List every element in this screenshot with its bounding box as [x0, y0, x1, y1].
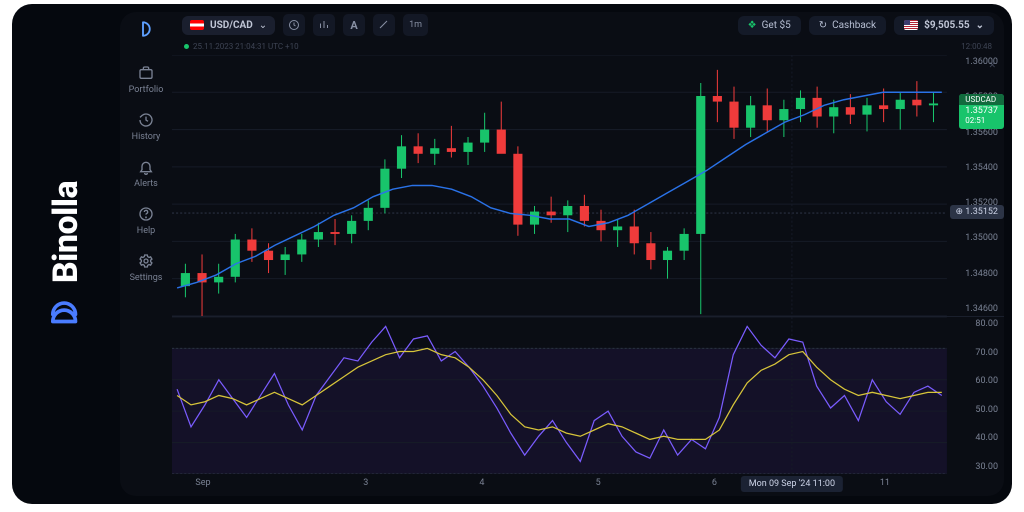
- sidebar-item-help[interactable]: Help: [129, 205, 164, 236]
- sidebar-item-history[interactable]: History: [129, 111, 164, 142]
- time-axis: Mon 09 Sep '24 11:00 − + ◷ Sep345611: [172, 474, 1004, 496]
- sidebar-item-alerts[interactable]: Alerts: [129, 158, 164, 189]
- interval-selector[interactable]: 1m: [403, 14, 428, 36]
- app-anchor-icon[interactable]: [135, 18, 157, 40]
- cashback-button[interactable]: ↻Cashback: [809, 16, 886, 35]
- portfolio-icon: [137, 64, 155, 82]
- brand-name: Binolla: [46, 181, 86, 283]
- alerts-icon: [137, 158, 155, 176]
- status-dot-icon: [184, 44, 189, 49]
- info-strip: 25.11.2023 21:04:31 UTC +10 12:00:48: [172, 38, 1004, 55]
- help-icon: [137, 205, 155, 223]
- balance-display[interactable]: $9,505.55⌄: [894, 16, 994, 35]
- cashback-icon: ↻: [819, 20, 827, 31]
- crosshair-price-tag: ⊕ 1.35152: [950, 205, 1005, 219]
- sidebar-item-portfolio[interactable]: Portfolio: [129, 64, 164, 95]
- time-tooltip: Mon 09 Sep '24 11:00: [741, 476, 843, 492]
- osc-yaxis: 80.0070.0060.0050.0040.0030.00: [948, 317, 1004, 474]
- clock-icon[interactable]: [283, 14, 305, 36]
- pair-label: USD/CAD: [210, 20, 253, 31]
- sidebar-item-settings[interactable]: Settings: [129, 252, 164, 283]
- indicators-icon[interactable]: [313, 14, 335, 36]
- sidebar: Portfolio History Alerts Help Settings: [120, 12, 172, 496]
- oscillator-chart[interactable]: 80.0070.0060.0050.0040.0030.00: [172, 316, 1004, 474]
- gift-icon: ❖: [748, 20, 757, 31]
- price-chart[interactable]: 1.360001.358001.356001.354001.352001.350…: [172, 55, 1004, 316]
- brand-logo-icon: [47, 293, 85, 327]
- topbar: USD/CAD ⌄ A 1m ❖Get $5 ↻Cashback $9,505.…: [172, 12, 1004, 38]
- brand-strip: Binolla: [12, 4, 120, 504]
- settings-icon: [137, 252, 155, 270]
- us-flag-icon: [904, 20, 918, 30]
- draw-tool-icon[interactable]: [373, 14, 395, 36]
- flag-icon: [190, 20, 204, 30]
- timestamp: 25.11.2023 21:04:31 UTC +10: [193, 42, 299, 51]
- get5-button[interactable]: ❖Get $5: [738, 16, 801, 35]
- history-icon: [137, 111, 155, 129]
- chevron-down-icon: ⌄: [976, 20, 984, 31]
- pair-selector[interactable]: USD/CAD ⌄: [182, 16, 275, 35]
- live-price-tag: USDCAD1.3573702:51: [959, 94, 1004, 129]
- session-time: 12:00:48: [961, 42, 992, 51]
- chevron-down-icon: ⌄: [259, 20, 267, 31]
- text-tool-icon[interactable]: A: [343, 14, 365, 36]
